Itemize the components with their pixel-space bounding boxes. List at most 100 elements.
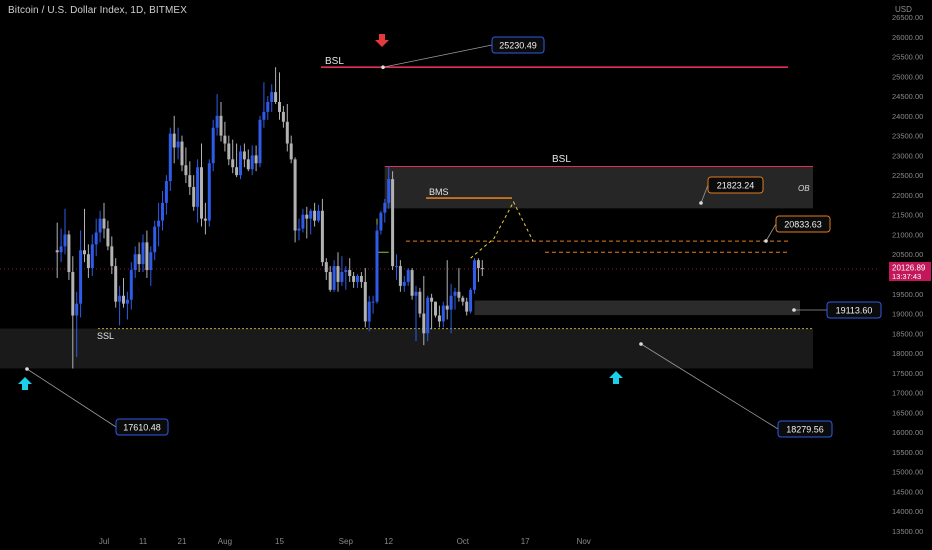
- candle-body: [242, 151, 246, 160]
- candle-body: [461, 297, 465, 302]
- callout-support-text: 19113.60: [836, 306, 873, 316]
- candle: [90, 234, 94, 276]
- callout-support-box[interactable]: [826, 301, 882, 319]
- candle-body: [125, 299, 129, 304]
- candle: [172, 115, 176, 164]
- candle-body: [328, 272, 332, 290]
- candle-body: [145, 242, 149, 271]
- candle-body: [157, 220, 161, 227]
- callout-low-right-box[interactable]: [777, 420, 833, 438]
- x-tick-label: Sep: [339, 537, 354, 546]
- bms-label: BMS: [429, 187, 449, 197]
- candle: [449, 283, 453, 334]
- callout-target-2-text: 20833.63: [784, 220, 822, 230]
- y-tick-label: 19500.00: [892, 290, 923, 299]
- candle: [149, 246, 153, 286]
- candle-body: [398, 266, 402, 286]
- candle-body: [266, 102, 270, 112]
- candle-body: [219, 115, 223, 136]
- candle-body: [313, 210, 317, 221]
- candle: [441, 301, 445, 328]
- y-tick-label: 14000.00: [892, 507, 923, 516]
- x-tick-label: 12: [384, 537, 393, 546]
- candle-body: [235, 167, 239, 176]
- current-price-value: 20126.89: [892, 263, 926, 272]
- candle: [122, 277, 125, 308]
- up-arrow-left-icon: [18, 377, 32, 390]
- callout-target-1-connector: [700, 184, 709, 204]
- candle-body: [320, 210, 324, 263]
- candle-body: [324, 262, 328, 273]
- candle: [207, 159, 211, 227]
- down-arrow-icon: [375, 34, 389, 47]
- candle-body: [445, 305, 449, 310]
- callout-low-right-connector: [640, 343, 779, 430]
- x-tick-label: Oct: [457, 537, 470, 546]
- candle: [293, 157, 297, 243]
- candle-body: [102, 218, 106, 229]
- candle: [332, 260, 336, 292]
- callout-high-text: 25230.49: [499, 41, 537, 51]
- chart-title: Bitcoin / U.S. Dollar Index, 1D, BITMEX: [8, 5, 187, 16]
- candle: [79, 230, 83, 318]
- candle: [379, 210, 383, 235]
- candle: [402, 275, 406, 292]
- candle-body: [176, 141, 180, 148]
- candle-body: [469, 289, 473, 312]
- candle: [395, 254, 398, 280]
- candle-body: [309, 210, 313, 219]
- y-tick-label: 20500.00: [892, 250, 923, 259]
- y-tick-label: 21500.00: [892, 211, 923, 220]
- candle: [176, 127, 180, 160]
- candle: [180, 135, 184, 172]
- candle-body: [223, 135, 227, 144]
- x-tick-label: Aug: [218, 537, 232, 546]
- y-tick-label: 18000.00: [892, 349, 923, 358]
- candle: [387, 166, 391, 209]
- callout-target-2-box[interactable]: [775, 215, 831, 233]
- callout-high-box[interactable]: [491, 36, 545, 54]
- candle: [246, 149, 250, 172]
- candle-body: [215, 115, 219, 128]
- candle: [356, 274, 359, 288]
- y-axis[interactable]: 26500.00 26000.00 25500.00 25000.00 24500.00…: [889, 13, 931, 536]
- candle-body: [457, 291, 461, 298]
- candle: [67, 230, 71, 280]
- candle: [352, 272, 356, 288]
- bsl-mid-label: BSL: [552, 154, 571, 165]
- currency-label: USD: [895, 5, 912, 14]
- candle: [398, 260, 402, 292]
- x-axis[interactable]: Jul 11 21 Aug 15 Sep 12 Oct 17 Nov: [99, 537, 591, 546]
- y-tick-label: 24500.00: [892, 92, 923, 101]
- candle-body: [172, 133, 176, 148]
- candle: [320, 198, 324, 267]
- candle: [242, 143, 246, 168]
- candle-body: [406, 270, 410, 282]
- y-tick-label: 21000.00: [892, 230, 923, 239]
- callout-target-1-box[interactable]: [707, 176, 764, 194]
- y-tick-label: 17000.00: [892, 389, 923, 398]
- candle: [258, 115, 262, 168]
- candle: [328, 266, 332, 292]
- candle-body: [281, 111, 285, 122]
- candle-body: [246, 159, 250, 170]
- candle-body: [211, 127, 215, 164]
- candle-body: [465, 301, 469, 312]
- candle-body: [137, 254, 141, 265]
- candle: [184, 147, 188, 184]
- candle-body: [180, 141, 184, 166]
- candle-body: [395, 266, 398, 268]
- candle-body: [414, 291, 418, 296]
- y-tick-label: 25000.00: [892, 72, 923, 81]
- candle: [250, 145, 254, 176]
- candle: [457, 268, 461, 302]
- annotations-layer: BSL BSL BMS SSL OB 25230.49 17610.48 18279.56 21…: [18, 34, 882, 438]
- candle-body: [98, 218, 102, 233]
- candle-body: [441, 305, 445, 322]
- candle-body: [449, 295, 453, 310]
- candle-body: [383, 202, 387, 213]
- callout-low-left-box[interactable]: [115, 418, 169, 436]
- current-price-tag[interactable]: [889, 261, 931, 281]
